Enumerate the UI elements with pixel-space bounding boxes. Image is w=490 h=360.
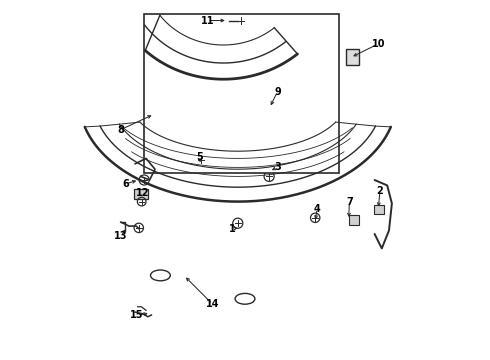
Text: 8: 8 [118,125,124,135]
Ellipse shape [153,116,161,120]
Text: 7: 7 [346,197,353,207]
Text: 1: 1 [229,224,236,234]
Bar [171,58,191,74]
Ellipse shape [235,293,255,304]
Bar [245,17,252,24]
Text: 5: 5 [196,152,203,162]
Text: 10: 10 [371,39,385,49]
Bar [134,189,148,199]
Text: 14: 14 [206,299,220,309]
Text: 11: 11 [200,15,214,26]
Ellipse shape [254,150,262,154]
Text: 2: 2 [377,186,383,196]
Ellipse shape [150,270,171,281]
Bar [144,14,339,173]
Text: 4: 4 [314,204,320,214]
Text: 9: 9 [274,87,281,97]
Bar [349,215,360,225]
Text: 15: 15 [130,310,144,320]
Text: 13: 13 [114,231,127,241]
Text: 12: 12 [136,188,149,198]
Bar [374,205,384,214]
Text: 3: 3 [274,162,281,172]
Ellipse shape [153,108,161,112]
Bar [295,54,305,63]
Text: 6: 6 [123,179,129,189]
Bar [346,49,360,65]
Bar [269,108,288,124]
Ellipse shape [262,150,270,154]
